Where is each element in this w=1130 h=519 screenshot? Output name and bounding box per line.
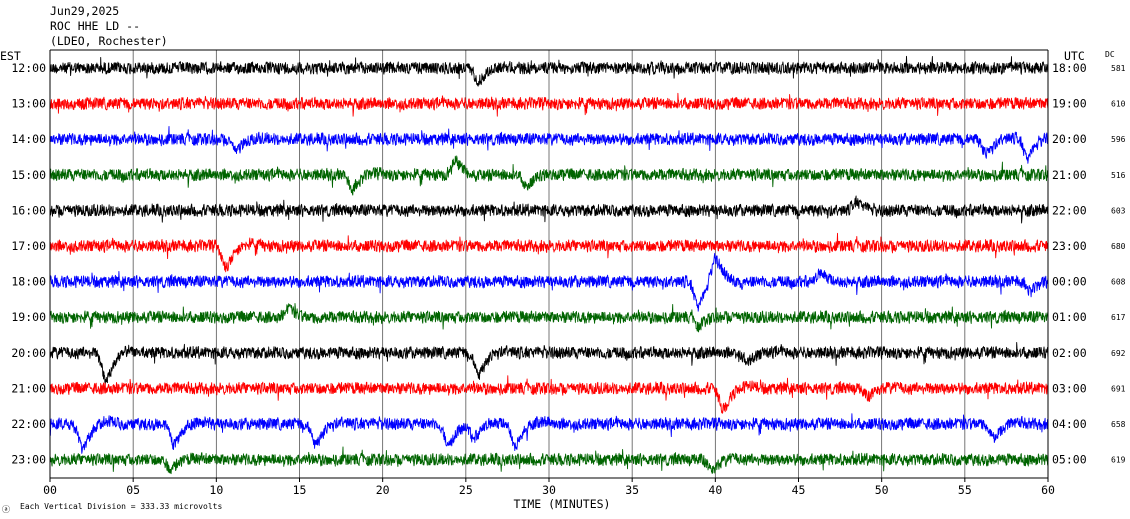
est-time-label: 17:00: [11, 239, 46, 253]
dc-value: 619: [1111, 456, 1126, 465]
dc-value: 617: [1111, 313, 1126, 322]
dc-value: 610: [1111, 100, 1126, 109]
trace-1600: [49, 195, 1049, 224]
x-tick-label: 25: [459, 483, 473, 497]
utc-time-label: 19:00: [1052, 97, 1087, 111]
utc-time-label: 00:00: [1052, 275, 1087, 289]
utc-time-label: 05:00: [1052, 453, 1087, 467]
utc-time-label: 23:00: [1052, 239, 1087, 253]
est-axis-label: EST: [0, 49, 21, 63]
header-date: Jun29,2025: [50, 4, 119, 18]
x-tick-label: 35: [625, 483, 639, 497]
dc-value: 596: [1111, 135, 1126, 144]
x-tick-label: 40: [708, 483, 722, 497]
dc-value: 680: [1111, 242, 1126, 251]
dc-value: 608: [1111, 278, 1126, 287]
trace-1500: [49, 155, 1049, 196]
x-tick-label: 00: [43, 483, 57, 497]
trace-1800: [49, 252, 1049, 312]
utc-time-label: 03:00: [1052, 381, 1087, 395]
trace-2100: [49, 375, 1049, 414]
trace-2000: [49, 342, 1049, 385]
x-tick-label: 10: [209, 483, 223, 497]
x-tick-label: 60: [1041, 483, 1055, 497]
est-time-label: 20:00: [11, 346, 46, 360]
est-time-label: 22:00: [11, 417, 46, 431]
est-time-label: 18:00: [11, 275, 46, 289]
x-tick-label: 45: [792, 483, 806, 497]
header-network: (LDEO, Rochester): [50, 34, 168, 48]
x-axis-label: TIME (MINUTES): [514, 497, 611, 511]
est-time-label: 14:00: [11, 132, 46, 146]
utc-axis-label: UTC: [1064, 49, 1085, 63]
x-tick-label: 15: [293, 483, 307, 497]
trace-1700: [49, 232, 1049, 273]
est-time-label: 15:00: [11, 168, 46, 182]
x-tick-label: 50: [875, 483, 889, 497]
trace-2200: [49, 413, 1049, 454]
vertical-division-note: Each Vertical Division = 333.33 microvol…: [20, 502, 222, 511]
dc-value: 516: [1111, 171, 1126, 180]
dc-value: 658: [1111, 420, 1126, 429]
utc-time-label: 04:00: [1052, 417, 1087, 431]
x-axis-ticks: 00 05 10 15 20 25 30 35 40 45 50 55 60: [43, 478, 1055, 497]
utc-time-label: 18:00: [1052, 61, 1087, 75]
dc-value: 691: [1111, 384, 1126, 393]
utc-time-label: 22:00: [1052, 203, 1087, 217]
est-time-label: 13:00: [11, 97, 46, 111]
trace-1400: [49, 126, 1049, 164]
header-station: ROC HHE LD --: [50, 19, 140, 33]
utc-time-label: 02:00: [1052, 346, 1087, 360]
row-labels: 12:00 18:00 581 13:00 19:00 610 14:00 20:00 596 1…: [11, 61, 1125, 467]
est-time-label: 12:00: [11, 61, 46, 75]
dc-value: 581: [1111, 64, 1126, 73]
utc-time-label: 21:00: [1052, 168, 1087, 182]
est-time-label: 16:00: [11, 203, 46, 217]
seismic-traces: [49, 55, 1049, 475]
x-tick-label: 30: [542, 483, 556, 497]
est-time-label: 23:00: [11, 453, 46, 467]
dc-column-label: DC: [1105, 50, 1115, 59]
trace-1200: [49, 55, 1049, 87]
vertical-gridlines: [132, 50, 966, 478]
dc-value: 603: [1111, 206, 1126, 215]
utc-time-label: 01:00: [1052, 310, 1087, 324]
footer-mark: ⓐ: [2, 505, 10, 514]
est-time-label: 19:00: [11, 310, 46, 324]
trace-1900: [49, 303, 1049, 333]
utc-time-label: 20:00: [1052, 132, 1087, 146]
x-tick-label: 55: [958, 483, 972, 497]
trace-1300: [49, 92, 1049, 117]
x-tick-label: 05: [126, 483, 140, 497]
trace-2300: [49, 446, 1049, 475]
x-tick-label: 20: [376, 483, 390, 497]
dc-value: 692: [1111, 349, 1126, 358]
est-time-label: 21:00: [11, 381, 46, 395]
